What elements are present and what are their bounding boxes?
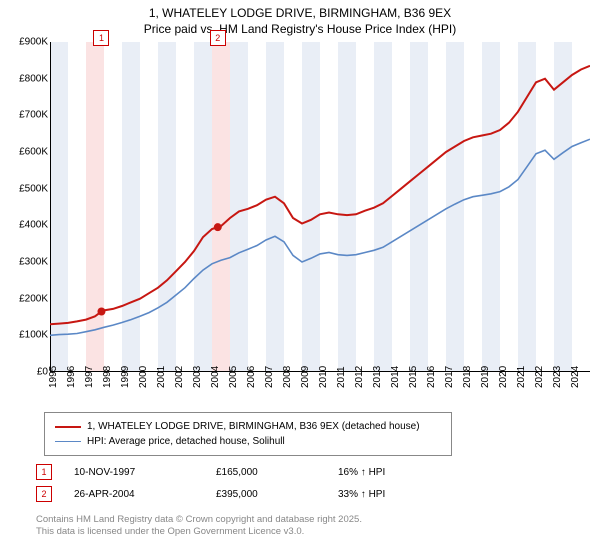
y-axis-tick: £400K <box>19 220 48 231</box>
y-axis-tick: £0 <box>37 367 48 378</box>
footer-text: Contains HM Land Registry data © Crown c… <box>36 514 362 539</box>
sale-row-marker: 1 <box>36 464 52 480</box>
legend-price-paid: 1, WHATELEY LODGE DRIVE, BIRMINGHAM, B36… <box>55 419 441 434</box>
copyright-line1: Contains HM Land Registry data © Crown c… <box>36 514 362 526</box>
y-axis-tick: £100K <box>19 330 48 341</box>
y-axis-tick: £300K <box>19 257 48 268</box>
sale-delta: 33% ↑ HPI <box>338 489 385 500</box>
sale-date: 26-APR-2004 <box>74 489 194 500</box>
legend: 1, WHATELEY LODGE DRIVE, BIRMINGHAM, B36… <box>44 412 452 456</box>
y-axis-tick: £700K <box>19 110 48 121</box>
sale-indicator-2: 2 <box>210 30 226 46</box>
y-axis-tick: £600K <box>19 147 48 158</box>
sale-indicator-1: 1 <box>93 30 109 46</box>
plot-area: £0£100K£200K£300K£400K£500K£600K£700K£80… <box>50 42 590 372</box>
legend-hpi-label: HPI: Average price, detached house, Soli… <box>87 434 285 449</box>
chart-title: 1, WHATELEY LODGE DRIVE, BIRMINGHAM, B36… <box>0 0 600 41</box>
y-axis-tick: £900K <box>19 37 48 48</box>
legend-hpi: HPI: Average price, detached house, Soli… <box>55 434 441 449</box>
chart-svg <box>50 42 590 372</box>
hpi-line <box>50 139 590 335</box>
copyright-line2: This data is licensed under the Open Gov… <box>36 526 362 538</box>
price-paid-line <box>50 66 590 325</box>
sale-price: £165,000 <box>216 467 316 478</box>
sale-date: 10-NOV-1997 <box>74 467 194 478</box>
legend-price-paid-label: 1, WHATELEY LODGE DRIVE, BIRMINGHAM, B36… <box>87 419 420 434</box>
legend-price-paid-swatch <box>55 426 81 428</box>
sale-marker-dot <box>214 223 222 231</box>
y-axis-tick: £200K <box>19 293 48 304</box>
sale-price: £395,000 <box>216 489 316 500</box>
y-axis-tick: £500K <box>19 183 48 194</box>
chart-title-line1: 1, WHATELEY LODGE DRIVE, BIRMINGHAM, B36… <box>10 6 590 22</box>
chart-container: 1, WHATELEY LODGE DRIVE, BIRMINGHAM, B36… <box>0 0 600 560</box>
sale-row-2: 2 26-APR-2004 £395,000 33% ↑ HPI <box>36 486 385 502</box>
legend-hpi-swatch <box>55 441 81 442</box>
sale-marker-dot <box>97 308 105 316</box>
y-axis-tick: £800K <box>19 73 48 84</box>
sale-row-marker: 2 <box>36 486 52 502</box>
sale-delta: 16% ↑ HPI <box>338 467 385 478</box>
sale-row-1: 1 10-NOV-1997 £165,000 16% ↑ HPI <box>36 464 385 480</box>
sales-block: 1 10-NOV-1997 £165,000 16% ↑ HPI 2 26-APR-200… <box>36 458 385 502</box>
